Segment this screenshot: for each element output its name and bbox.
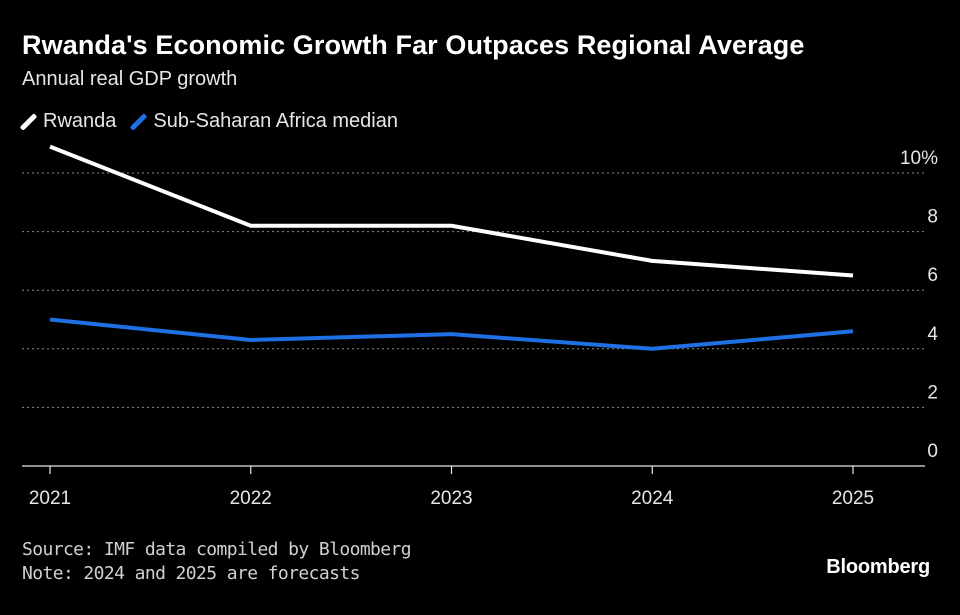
x-tick-label: 2025 xyxy=(832,488,874,509)
y-tick-label: 10% xyxy=(900,148,938,169)
series-line-rwanda xyxy=(49,144,854,278)
gridlines xyxy=(22,172,925,408)
y-axis: 0 2 4 6 8 10% xyxy=(900,148,938,462)
bloomberg-logo: Bloomberg xyxy=(826,556,930,578)
chart-subtitle: Annual real GDP growth xyxy=(22,68,238,90)
y-tick-label: 8 xyxy=(927,207,938,228)
x-tick-label: 2024 xyxy=(631,488,674,509)
x-tick-label: 2021 xyxy=(29,488,71,509)
series-line-ssa-median xyxy=(49,317,854,351)
y-tick-label: 6 xyxy=(927,265,938,286)
legend-item-ssa-median: Sub-Saharan Africa median xyxy=(130,110,398,133)
source-note: Source: IMF data compiled by Bloomberg xyxy=(22,539,412,560)
legend-label-rwanda: Rwanda xyxy=(43,110,117,132)
legend-item-rwanda: Rwanda xyxy=(19,110,117,133)
x-axis: 2021 2022 2023 2024 2025 xyxy=(22,465,925,509)
chart-title: Rwanda's Economic Growth Far Outpaces Re… xyxy=(22,30,805,60)
y-tick-label: 4 xyxy=(927,324,938,345)
forecast-note: Note: 2024 and 2025 are forecasts xyxy=(22,563,360,584)
x-tick-label: 2023 xyxy=(430,488,472,509)
legend-label-ssa-median: Sub-Saharan Africa median xyxy=(153,110,398,132)
legend: Rwanda Sub-Saharan Africa median xyxy=(19,110,414,133)
y-tick-label: 0 xyxy=(927,441,938,462)
series xyxy=(49,144,854,351)
y-tick-label: 2 xyxy=(927,382,938,403)
x-tick-label: 2022 xyxy=(230,488,272,509)
footer: Source: IMF data compiled by Bloomberg N… xyxy=(22,538,412,586)
